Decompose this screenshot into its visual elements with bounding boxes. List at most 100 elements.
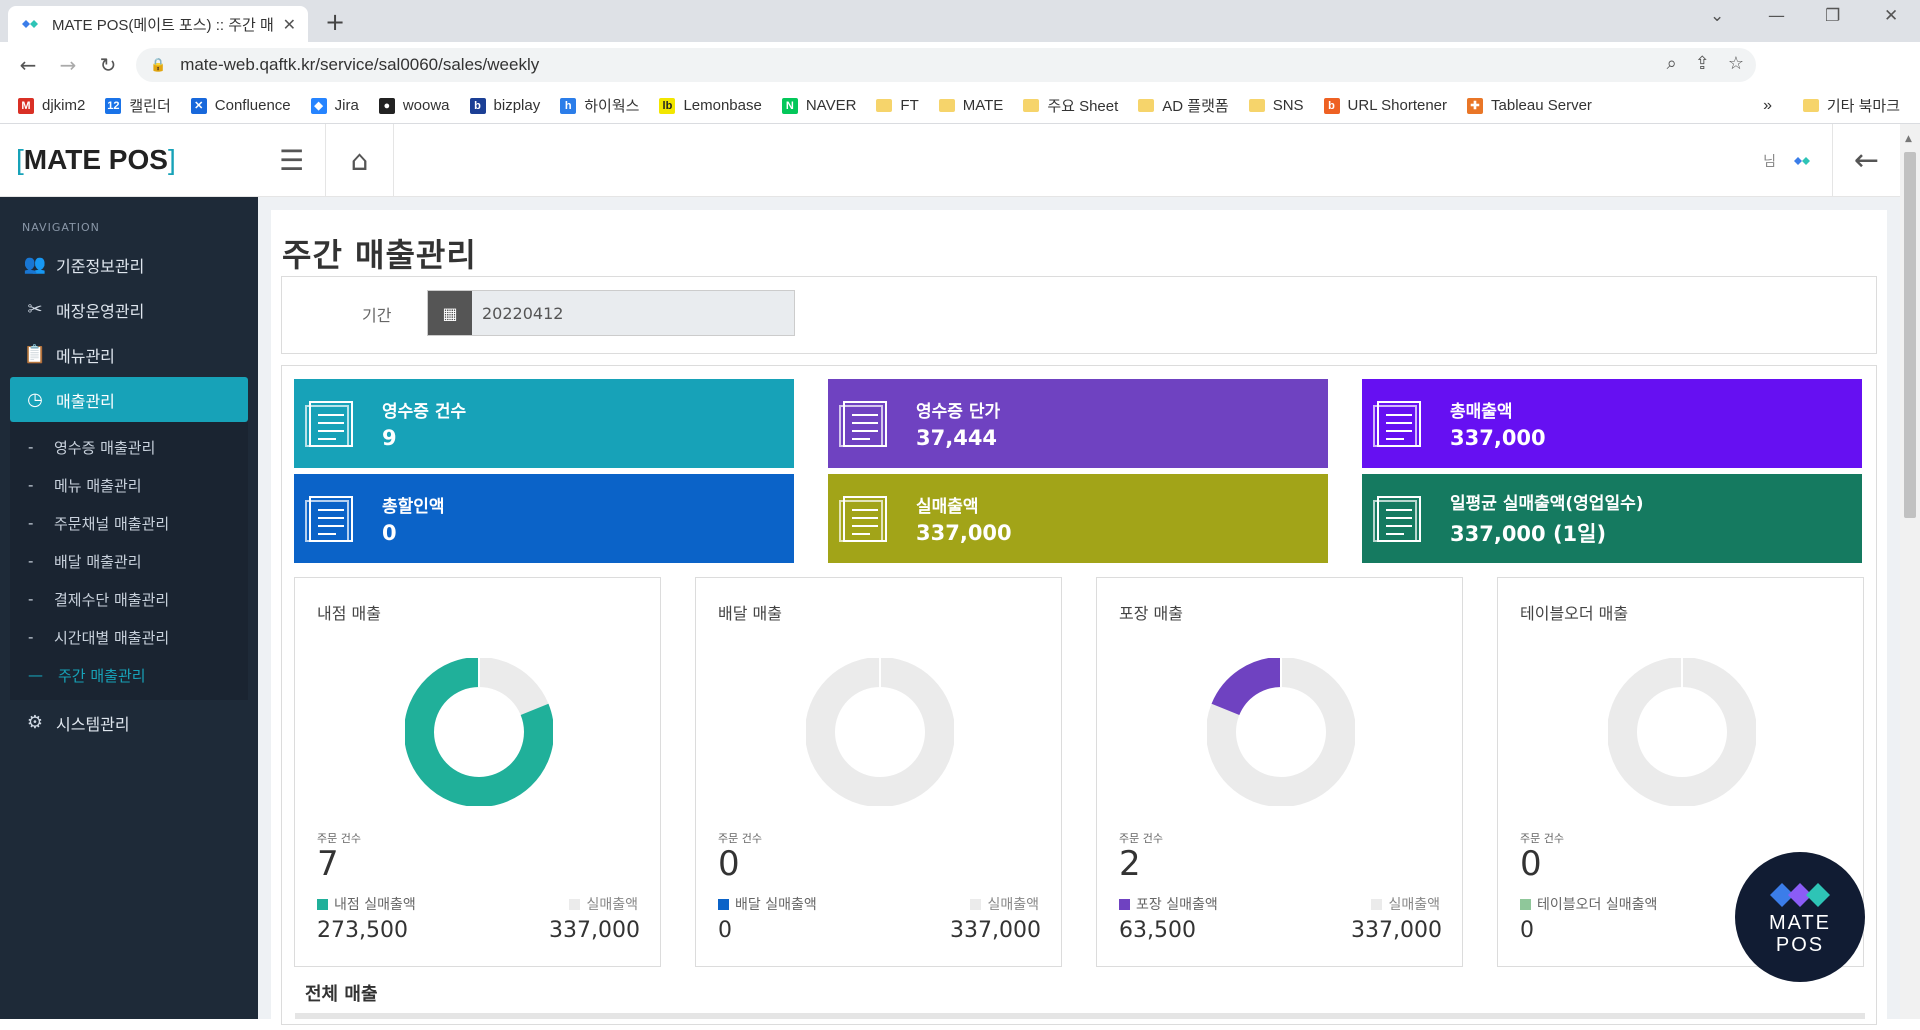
- date-value[interactable]: 20220412: [482, 303, 564, 323]
- bookmark-label: djkim2: [42, 97, 86, 114]
- stat-tile-4: 실매출액 337,000: [828, 474, 1328, 563]
- page-title: 주간 매출관리: [282, 236, 477, 274]
- app-logo[interactable]: [ MATE POS ]: [0, 124, 258, 197]
- omnibox[interactable]: 🔒 mate-web.qaftk.kr/service/sal0060/sale…: [136, 48, 1756, 82]
- bookmark-4[interactable]: ● woowa: [378, 97, 450, 114]
- bookmark-7[interactable]: lb Lemonbase: [659, 97, 762, 114]
- bookmark-14[interactable]: b URL Shortener: [1323, 97, 1447, 114]
- submenu-item-6[interactable]: — 주간 매출관리: [10, 656, 248, 694]
- sidebar-item-3[interactable]: ◷ 매출관리: [10, 377, 248, 422]
- restore-icon[interactable]: ❐: [1825, 6, 1841, 26]
- tab-close-icon[interactable]: ✕: [282, 14, 296, 34]
- mate-favicon-icon: [22, 20, 38, 28]
- stat-text: 총매출액 337,000: [1450, 397, 1546, 450]
- submenu-item-5[interactable]: - 시간대별 매출관리: [10, 618, 248, 656]
- bookmark-13[interactable]: SNS: [1248, 97, 1304, 114]
- new-tab-icon[interactable]: +: [325, 8, 346, 36]
- folder-icon: [1248, 99, 1265, 112]
- legend-total: 실매출액: [970, 894, 1039, 914]
- submenu-item-3[interactable]: - 배달 매출관리: [10, 542, 248, 580]
- calendar-icon[interactable]: ▦: [428, 291, 472, 335]
- bookmark-1[interactable]: 12 캘린더: [105, 95, 171, 116]
- order-count-label: 주문 건수: [718, 832, 762, 845]
- sidebar: [ MATE POS ] NAVIGATION 👥 기준정보관리 ✂ 매장운영관리 📋 메…: [0, 124, 258, 1019]
- sidebar-item-label: 매장운영관리: [56, 301, 145, 321]
- home-icon[interactable]: ⌂: [326, 124, 394, 197]
- bookmark-15[interactable]: ✚ Tableau Server: [1467, 97, 1592, 114]
- date-picker[interactable]: ▦ 20220412: [427, 290, 795, 336]
- submenu-item-2[interactable]: - 주문채널 매출관리: [10, 504, 248, 542]
- stat-tile-2: 총매출액 337,000: [1362, 379, 1862, 468]
- sidebar-item-1[interactable]: ✂ 매장운영관리: [0, 287, 258, 332]
- bookmark-2[interactable]: ✕ Confluence: [190, 97, 291, 114]
- bookmark-label: Jira: [334, 97, 359, 114]
- stat-tile-3: 총할인액 0: [294, 474, 794, 563]
- stat-value: 337,000: [916, 521, 1012, 545]
- bookmark-label: Tableau Server: [1491, 97, 1592, 114]
- star-icon[interactable]: ☆: [1727, 53, 1744, 74]
- bookmark-8[interactable]: N NAVER: [781, 97, 856, 114]
- document-icon: [305, 400, 353, 447]
- floating-logo-line2: POS: [1775, 934, 1825, 956]
- card-title: 배달 매출: [718, 604, 782, 623]
- logo-text: MATE POS: [23, 144, 168, 175]
- mate-logo-mark-icon: [1770, 883, 1830, 907]
- bookmark-6[interactable]: h 하이웍스: [560, 95, 639, 116]
- sidebar-item-2[interactable]: 📋 메뉴관리: [0, 332, 258, 377]
- forward-arrow-icon[interactable]: →: [59, 53, 77, 77]
- bookmark-5[interactable]: b bizplay: [469, 97, 540, 114]
- back-arrow-icon[interactable]: ←: [19, 53, 37, 77]
- submenu-item-4[interactable]: - 결제수단 매출관리: [10, 580, 248, 618]
- document-icon: [305, 495, 353, 542]
- legend-total-label: 실매출액: [1388, 897, 1440, 913]
- channel-sales-value: 63,500: [1119, 918, 1196, 943]
- scroll-thumb[interactable]: [1904, 152, 1916, 518]
- submenu-item-1[interactable]: - 메뉴 매출관리: [10, 466, 248, 504]
- bookmark-12[interactable]: AD 플랫폼: [1138, 95, 1229, 116]
- bookmark-10[interactable]: MATE: [938, 97, 1003, 114]
- minimize-icon[interactable]: —: [1768, 6, 1785, 26]
- submenu-item-label: 결제수단 매출관리: [54, 590, 170, 609]
- jira-icon: ◆: [310, 97, 327, 114]
- sidebar-item-label: 매출관리: [56, 391, 115, 411]
- donut-slice: [405, 658, 553, 806]
- legend-swatch: [317, 898, 328, 910]
- legend-swatch: [1520, 898, 1531, 910]
- page-scrollbar[interactable]: ▲: [1900, 124, 1920, 1019]
- bookmark-label: SNS: [1272, 97, 1304, 114]
- tab-search-icon[interactable]: ⌄: [1710, 6, 1725, 26]
- address-bar-row: ← → ↻ 🔒 mate-web.qaftk.kr/service/sal006…: [0, 42, 1920, 120]
- share-icon[interactable]: ⇪: [1694, 53, 1710, 74]
- gmail-icon: M: [18, 97, 34, 114]
- total-sales-value: 337,000: [950, 918, 1041, 943]
- floating-mate-pos-logo[interactable]: MATE POS: [1735, 852, 1865, 982]
- channel-sales-value: 0: [718, 918, 732, 943]
- sidebar-item-4[interactable]: ⚙ 시스템관리: [0, 700, 258, 745]
- floating-logo-line1: MATE: [1768, 912, 1832, 934]
- other-bookmarks[interactable]: 기타 북마크: [1802, 95, 1900, 116]
- zoom-icon[interactable]: ⌕: [1666, 53, 1677, 74]
- bookmark-9[interactable]: FT: [876, 97, 919, 114]
- submenu-dash: -: [28, 476, 34, 494]
- submenu-item-0[interactable]: - 영수증 매출관리: [10, 428, 248, 466]
- top-bar: ☰ ⌂ 님 ←: [258, 124, 1900, 197]
- scroll-up-icon[interactable]: ▲: [1905, 134, 1912, 144]
- reload-icon[interactable]: ↻: [99, 53, 117, 77]
- bookmark-11[interactable]: 주요 Sheet: [1023, 95, 1118, 116]
- sidebar-nav: 👥 기준정보관리 ✂ 매장운영관리 📋 메뉴관리 ◷ 매출관리 - 영수증 매출관리 - 메뉴 매출관…: [0, 242, 258, 745]
- window-close-icon[interactable]: ✕: [1884, 6, 1899, 26]
- bookmark-3[interactable]: ◆ Jira: [310, 97, 359, 114]
- sidebar-item-0[interactable]: 👥 기준정보관리: [0, 242, 258, 287]
- hamburger-menu-icon[interactable]: ☰: [258, 124, 326, 197]
- submenu-dash: -: [28, 552, 34, 570]
- order-count-label: 주문 건수: [1119, 832, 1163, 845]
- tab-title: MATE POS(메이트 포스) :: 주간 매: [52, 16, 274, 34]
- bookmark-label: AD 플랫폼: [1162, 98, 1229, 115]
- bookmarks-overflow-icon[interactable]: »: [1763, 96, 1772, 114]
- legend-swatch: [1371, 898, 1383, 910]
- donut-chart: [1207, 658, 1355, 806]
- browser-tab[interactable]: MATE POS(메이트 포스) :: 주간 매 ✕: [8, 6, 308, 42]
- card-title: 테이블오더 매출: [1520, 604, 1629, 623]
- back-arrow-icon[interactable]: ←: [1832, 124, 1900, 197]
